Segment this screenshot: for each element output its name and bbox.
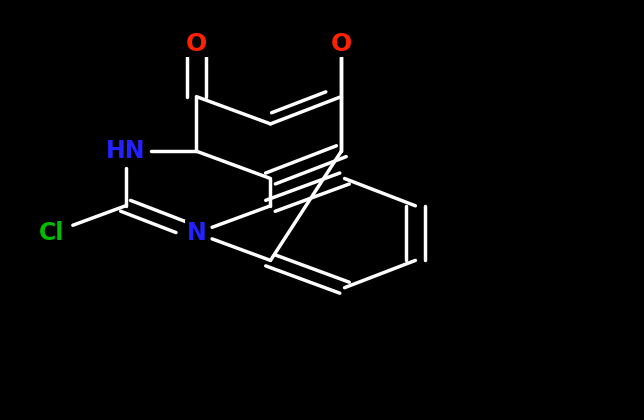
Text: Cl: Cl — [39, 221, 64, 245]
Text: N: N — [187, 221, 206, 245]
Text: HN: HN — [106, 139, 146, 163]
Text: O: O — [331, 32, 352, 56]
Text: O: O — [186, 32, 207, 56]
